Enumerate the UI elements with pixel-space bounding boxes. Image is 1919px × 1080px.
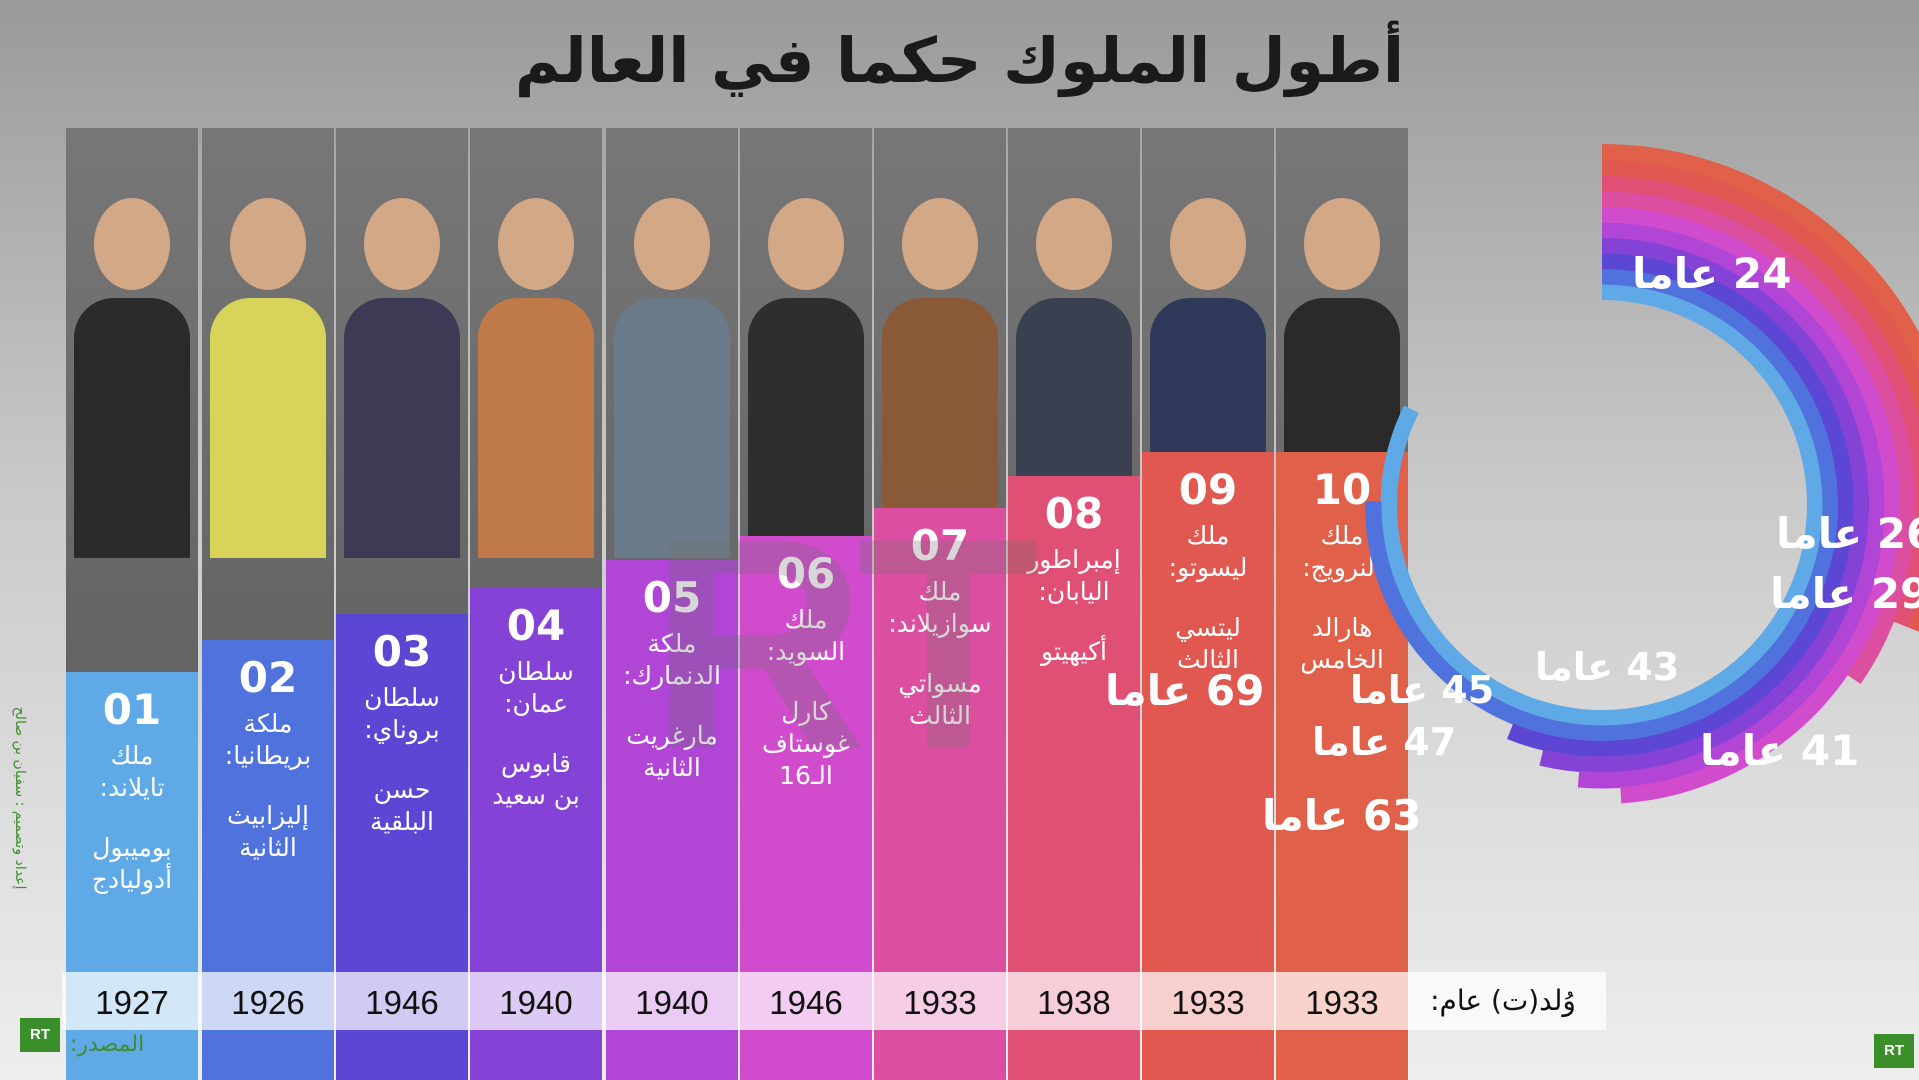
born-label: وُلد(ت) عام: xyxy=(1430,984,1576,1017)
birth-year-03: 1946 xyxy=(365,984,439,1021)
monarch-title: ملك ليسوتو: xyxy=(1168,521,1248,582)
page-title: أطول الملوك حكما في العالم xyxy=(514,24,1405,97)
birth-year-10: 1933 xyxy=(1305,984,1379,1021)
reign-arc-09 xyxy=(1602,159,1919,632)
monarch-rank: 07 xyxy=(910,521,970,570)
monarch-column-03: 03 سلطان بروناي: حسن البلقية xyxy=(336,128,468,1080)
birth-year-09: 1933 xyxy=(1171,984,1245,1021)
face-shape xyxy=(1304,198,1380,290)
face-shape xyxy=(230,198,306,290)
monarch-title: ملكة الدنمارك: xyxy=(623,629,721,690)
reign-label-01: 69 عاما xyxy=(1105,666,1264,715)
monarch-rank: 10 xyxy=(1312,465,1372,514)
monarch-name: كارل غوستاف الـ16 xyxy=(761,697,850,790)
monarch-title: سلطان بروناي: xyxy=(364,683,440,744)
monarch-title: ملك سوازيلاند: xyxy=(888,577,992,638)
monarch-column-05: 05 ملكة الدنمارك: مارغريت الثانية xyxy=(606,128,738,1080)
rt-watermark: RT xyxy=(650,475,1040,811)
rt-logo-left: RT xyxy=(20,1018,60,1052)
face-shape xyxy=(1036,198,1112,290)
reign-arc-08 xyxy=(1602,175,1919,628)
monarch-rank: 09 xyxy=(1178,465,1238,514)
reign-label-02: 63 عاما xyxy=(1262,791,1421,840)
face-shape xyxy=(634,198,710,290)
monarch-rank: 05 xyxy=(642,573,702,622)
monarch-rank: 03 xyxy=(372,627,432,676)
monarch-rank: 08 xyxy=(1044,489,1104,538)
source-label: المصدر: xyxy=(70,1032,145,1057)
birth-year-01: 1927 xyxy=(95,984,169,1021)
body-shape xyxy=(74,298,190,558)
birth-year-06: 1946 xyxy=(769,984,843,1021)
body-shape xyxy=(614,298,730,558)
birth-year-bar xyxy=(62,972,1606,1030)
monarch-name: ليتسي الثالث xyxy=(1175,613,1241,674)
monarch-column-06: 06 ملك السويد: كارل غوستاف الـ16 xyxy=(740,128,872,1080)
reign-label-03: 47 عاما xyxy=(1312,720,1456,764)
monarch-column-07: 07 ملك سوازيلاند: مسواتي الثالث xyxy=(874,128,1006,1080)
monarch-title: ملك السويد: xyxy=(766,605,846,666)
monarch-name: قابوس بن سعيد xyxy=(492,749,580,810)
monarch-rank: 04 xyxy=(506,601,566,650)
monarch-name: مسواتي الثالث xyxy=(898,669,982,730)
body-shape xyxy=(344,298,460,558)
monarch-name: هارالد الخامس xyxy=(1300,613,1384,674)
birth-year-04: 1940 xyxy=(499,984,573,1021)
face-shape xyxy=(94,198,170,290)
birth-year-02: 1926 xyxy=(231,984,305,1021)
reign-label-07: 29 عاما xyxy=(1770,569,1919,618)
reign-label-08: 26 عاما xyxy=(1776,509,1919,558)
body-shape xyxy=(478,298,594,558)
birth-year-05: 1940 xyxy=(635,984,709,1021)
monarch-title: ملك تايلاند: xyxy=(99,741,165,802)
monarch-rank: 02 xyxy=(238,653,298,702)
monarch-rank: 01 xyxy=(102,685,162,734)
monarch-name: حسن البلقية xyxy=(370,775,434,836)
designer-credit: إعداد وتصميم : سفيان بن صالح xyxy=(12,706,28,890)
face-shape xyxy=(768,198,844,290)
monarch-title: إمبراطور اليابان: xyxy=(1027,545,1121,606)
monarch-name: بوميبول أدوليادج xyxy=(91,833,173,894)
monarch-title: ملك النرويج: xyxy=(1302,521,1382,582)
face-shape xyxy=(364,198,440,290)
monarch-rank: 06 xyxy=(776,549,836,598)
monarch-name: إليزابيث الثانية xyxy=(227,801,309,862)
body-shape xyxy=(210,298,326,558)
rt-logo-right: RT xyxy=(1874,1034,1914,1068)
reign-label-05: 43 عاما xyxy=(1535,645,1679,689)
monarch-title: سلطان عمان: xyxy=(498,657,574,718)
reign-label-10: 24 عاما xyxy=(1632,249,1791,298)
monarch-column-08: 08 إمبراطور اليابان: أكيهيتو xyxy=(1008,128,1140,1080)
birth-year-07: 1933 xyxy=(903,984,977,1021)
reign-arc-07 xyxy=(1602,190,1917,685)
reign-arc-10 xyxy=(1602,144,1919,371)
face-shape xyxy=(1170,198,1246,290)
body-shape xyxy=(748,298,864,558)
monarch-name: أكيهيتو xyxy=(1041,637,1107,666)
face-shape xyxy=(498,198,574,290)
monarch-name: مارغريت الثانية xyxy=(626,721,718,782)
face-shape xyxy=(902,198,978,290)
reign-label-06: 41 عاما xyxy=(1700,726,1859,775)
reign-label-04: 45 عاما xyxy=(1350,668,1494,712)
monarch-title: ملكة بريطانيا: xyxy=(224,709,312,770)
birth-year-08: 1938 xyxy=(1037,984,1111,1021)
